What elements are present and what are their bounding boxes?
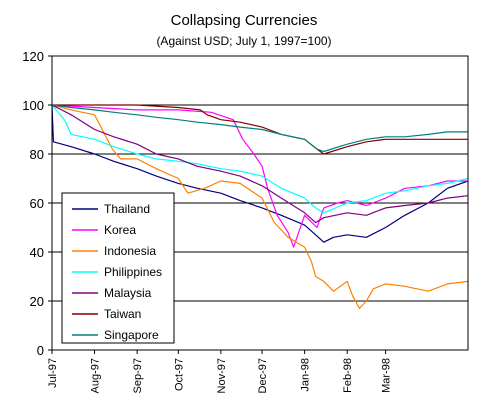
legend-label: Philippines (104, 265, 162, 279)
y-tick-label: 60 (30, 196, 44, 211)
series-line-malaysia (51, 104, 469, 224)
x-tick-label: Feb-98 (342, 358, 354, 393)
series-lines (51, 104, 469, 309)
y-tick-label: 40 (30, 245, 44, 260)
legend-label: Taiwan (104, 307, 141, 321)
x-tick-label: Sep-97 (132, 358, 144, 393)
legend-label: Singapore (104, 328, 159, 342)
y-tick-label: 20 (30, 294, 44, 309)
x-tick-label: Aug-97 (90, 358, 102, 393)
series-line-singapore (51, 104, 468, 153)
chart-subtitle: (Against USD; July 1, 1997=100) (156, 34, 331, 48)
y-tick-label: 0 (37, 343, 44, 358)
series-line-thailand (51, 104, 469, 243)
legend: Thailand Korea Indonesia Philippines Malaysi… (61, 192, 175, 344)
legend-label: Korea (104, 223, 136, 237)
chart-title: Collapsing Currencies (171, 12, 318, 29)
x-tick-label: Dec-97 (257, 358, 269, 393)
y-tick-label: 100 (22, 98, 44, 113)
x-tick-label: Oct-97 (173, 358, 185, 391)
series-line-philippines (51, 104, 469, 214)
plot-area-frame (51, 55, 469, 351)
y-tick-label: 120 (22, 49, 44, 64)
y-axis-ticks: 0 20 40 60 80 100 120 (22, 49, 52, 358)
legend-box (61, 192, 175, 344)
x-tick-label: Jan-98 (300, 358, 312, 392)
x-tick-label: Nov-97 (216, 358, 228, 393)
legend-label: Indonesia (104, 244, 156, 258)
x-tick-label: Mar-98 (381, 358, 393, 393)
x-tick-label: Jul-97 (47, 358, 59, 388)
y-tick-label: 80 (30, 147, 44, 162)
series-line-korea (51, 104, 468, 248)
legend-label: Thailand (104, 202, 150, 216)
legend-label: Malaysia (104, 286, 152, 300)
x-axis-ticks: Jul-97 Aug-97 Sep-97 Oct-97 Nov-97 Dec-97 Jan-… (47, 350, 393, 393)
series-line-indonesia (51, 104, 469, 309)
